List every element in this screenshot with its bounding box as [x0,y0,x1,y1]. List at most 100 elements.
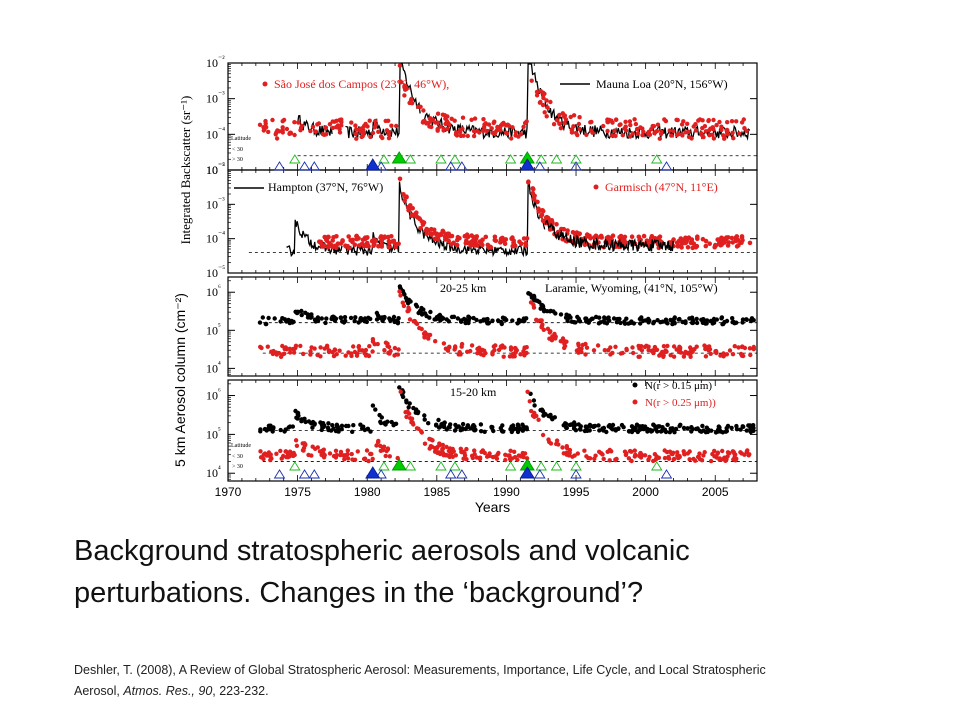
laramie-15-20-large-point [601,425,607,431]
laramie-15-20-large-point [339,427,344,432]
laramie-15-20-large-point [673,426,679,432]
sao-jose-dos-campos-point [534,93,540,98]
laramie-15-20-small-point [376,438,381,444]
laramie-15-20-large-point [592,423,598,429]
laramie-15-20-large-point [426,421,431,426]
laramie-15-20-large-point [510,423,516,428]
garmisch-point [477,239,483,244]
garmisch-point [389,234,394,239]
laramie-15-20-small-point [732,454,737,460]
laramie-15-20-small-point [739,451,744,456]
garmisch-point [318,239,324,245]
laramie-15-20-small-point [462,453,468,458]
sao-jose-dos-campos-point [711,117,716,123]
laramie-20-25-small-point [284,347,289,352]
sao-jose-dos-campos-point [702,124,708,129]
sao-jose-dos-campos-point [335,123,341,128]
laramie-15-20-small-point [345,448,350,453]
laramie-15-20-small-point [258,449,263,454]
laramie-15-20-small-point [398,389,403,394]
laramie-20-25-large-point [290,320,295,325]
laramie-15-20-large-point [310,425,315,430]
garmisch-point [429,232,434,237]
garmisch-point [488,245,494,250]
laramie-15-20-small-point [682,451,687,457]
citation-pages: , 223-232. [212,684,269,698]
laramie-15-20-large-point [610,422,616,428]
eruption-tropical-icon [504,461,517,471]
sao-jose-dos-campos-point [460,126,465,131]
laramie-15-20-small-point [746,453,751,458]
laramie-20-25-large-point [689,316,695,322]
laramie-15-20-large-point [264,428,269,433]
garmisch-point [693,244,699,250]
garmisch-point [348,238,353,243]
eruption-extratropical-icon [660,161,673,171]
laramie-15-20-small-point [366,458,371,464]
laramie-15-20-large-point [572,420,577,425]
eruption-extratropical-icon [534,161,546,171]
garmisch-point [343,244,349,249]
laramie-20-25-large-point [677,316,682,322]
laramie-15-20-large-point [373,407,378,412]
sao-jose-dos-campos-point [274,136,280,141]
laramie-15-20-small-point [350,457,355,462]
laramie-15-20-large-point [283,427,288,432]
sao-jose-dos-campos-point [313,129,319,134]
garmisch-point [376,244,381,249]
laramie-20-25-small-point [707,344,712,349]
laramie-20-25-small-point [583,352,588,357]
eruption-tropical-icon [404,461,417,471]
sao-jose-dos-campos-point [445,114,450,119]
sao-jose-dos-campos-point [524,119,529,124]
laramie-20-25-large-point [362,316,368,321]
garmisch-point [676,238,682,244]
legend-sao-jose: São José dos Campos (23°S, 46°W), [274,77,449,91]
sao-jose-dos-campos-point [633,121,639,127]
laramie-20-25-large-point [604,321,610,326]
laramie-15-20-small-point [404,414,409,420]
sao-jose-dos-campos-point [613,133,618,139]
laramie-15-20-small-point [439,449,444,455]
laramie-20-25-large-point [387,316,392,321]
garmisch-point [492,234,498,240]
laramie-20-25-small-point [465,349,470,354]
laramie-15-20-large-point [361,424,366,429]
laramie-20-25-large-point [348,315,354,321]
sao-jose-dos-campos-point [337,130,343,135]
laramie-15-20-large-point [523,426,529,431]
sao-jose-dos-campos-point [744,128,749,133]
sao-jose-dos-campos-point [739,120,745,125]
garmisch-point [493,238,499,243]
laramie-20-25-small-point [477,349,482,355]
eruption-tropical-icon [435,154,447,164]
sao-jose-dos-campos-point [386,136,392,141]
garmisch-point [403,195,408,200]
laramie-20-25-large-point [510,318,515,323]
laramie-15-20-large-point [642,424,648,429]
laramie-20-25-large-point [598,320,603,325]
laramie-20-25-small-point [312,346,317,351]
laramie-20-25-large-point [441,316,446,321]
laramie-15-20-small-point [582,448,587,453]
laramie-15-20-small-point [654,454,659,460]
laramie-20-25-small-point [531,305,537,310]
laramie-15-20-small-point [540,432,546,438]
garmisch-point [656,235,661,241]
sao-jose-dos-campos-point [320,132,326,137]
laramie-20-25-small-point [280,343,285,349]
sao-jose-dos-campos-point [471,128,477,134]
laramie-15-20-small-point [449,450,454,455]
sao-jose-dos-campos-point [544,114,549,119]
garmisch-point [414,214,419,219]
laramie-20-25-small-point [397,289,402,294]
laramie-15-20-small-point [554,438,560,443]
garmisch-point [392,241,398,246]
laramie-15-20-small-point [512,449,517,454]
sao-jose-dos-campos-point [477,130,482,135]
laramie-20-25-large-point [504,317,509,323]
garmisch-point [338,241,344,246]
laramie-15-20-large-point [659,428,664,434]
laramie-20-25-large-point [524,316,529,321]
laramie-15-20-small-point [527,399,532,404]
